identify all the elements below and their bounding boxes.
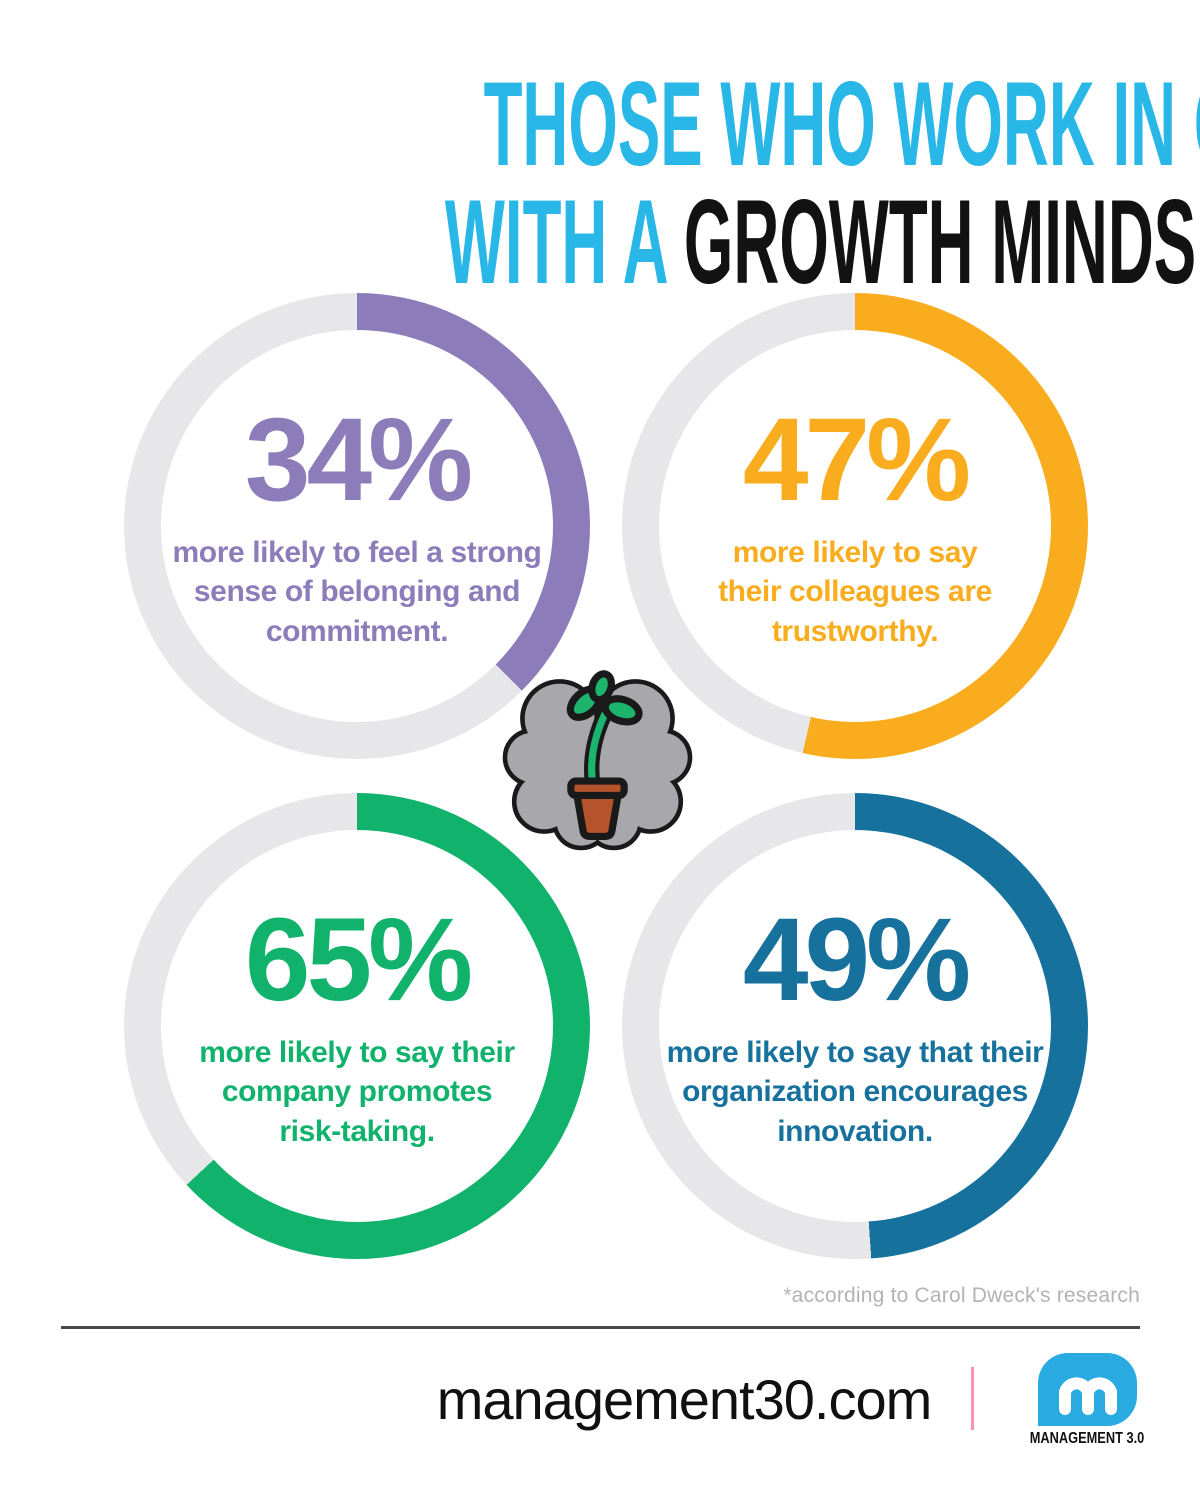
- desc-line: more likely to say their: [199, 1035, 515, 1069]
- desc-line: company promotes: [221, 1075, 493, 1109]
- title-line-2: WITH A GROWTH MINDSET ARE:: [0, 182, 1200, 302]
- desc-line: their colleagues are: [718, 575, 992, 609]
- footer-pink-divider: [971, 1367, 974, 1430]
- stat-content: 34% more likely to feel a strong sense o…: [164, 333, 550, 719]
- stat-content: 65% more likely to say their company pro…: [164, 833, 550, 1219]
- desc-line: trustworthy.: [771, 614, 939, 648]
- footer-divider-line: [61, 1326, 1140, 1329]
- stat-value-47: 47%: [742, 393, 971, 526]
- desc-line: risk-taking.: [279, 1114, 435, 1148]
- donut-ring-49: [622, 793, 1088, 1259]
- title-text-top: THOSE WHO WORK IN COMPANIES: [483, 57, 1200, 191]
- desc-line: organization encourages: [682, 1075, 1028, 1109]
- stat-value-65: 65%: [244, 893, 473, 1026]
- stat-content: 49% more likely to say that their organi…: [662, 833, 1048, 1219]
- stat-card-innovation: 49% more likely to say that their organi…: [622, 793, 1088, 1259]
- desc-line: more likely to say: [732, 535, 978, 569]
- title-highlight: GROWTH MINDSET: [683, 175, 1200, 309]
- m-glyph-icon: [1059, 1377, 1117, 1415]
- donut-ring-65: [124, 793, 590, 1259]
- desc-line: more likely to say that their: [666, 1035, 1044, 1069]
- stat-description: more likely to say that their organizati…: [665, 1033, 1045, 1152]
- stat-description: more likely to say their colleagues are …: [665, 533, 1045, 652]
- stat-card-belonging: 34% more likely to feel a strong sense o…: [124, 293, 590, 759]
- desc-line: sense of belonging and: [193, 575, 521, 609]
- management30-logo-text: MANAGEMENT 3.0: [1029, 1430, 1145, 1447]
- stat-content: 47% more likely to say their colleagues …: [662, 333, 1048, 719]
- stat-card-trust: 47% more likely to say their colleagues …: [622, 293, 1088, 759]
- brain-plant-icon: [495, 655, 700, 860]
- stat-description: more likely to feel a strong sense of be…: [167, 533, 547, 652]
- brain-plant-svg: [502, 670, 693, 851]
- stat-value-49: 49%: [742, 893, 971, 1026]
- website-url: management30.com: [436, 1368, 933, 1431]
- donut-ring-47: [622, 293, 1088, 759]
- title-prefix: WITH A: [444, 175, 684, 309]
- donut-ring-34: [124, 293, 590, 759]
- title-line-1: THOSE WHO WORK IN COMPANIES: [0, 64, 1200, 184]
- desc-line: commitment.: [265, 614, 449, 648]
- stat-value-34: 34%: [244, 393, 473, 526]
- stat-description: more likely to say their company promote…: [167, 1033, 547, 1152]
- management30-logo: MANAGEMENT 3.0: [1030, 1353, 1144, 1449]
- desc-line: more likely to feel a strong: [172, 535, 542, 569]
- source-footnote: *according to Carol Dweck's research: [783, 1284, 1140, 1307]
- stat-card-risk-taking: 65% more likely to say their company pro…: [124, 793, 590, 1259]
- management30-logo-mark: [1038, 1353, 1137, 1426]
- desc-line: innovation.: [777, 1114, 933, 1148]
- title-text-bottom: WITH A GROWTH MINDSET ARE:: [445, 182, 1200, 302]
